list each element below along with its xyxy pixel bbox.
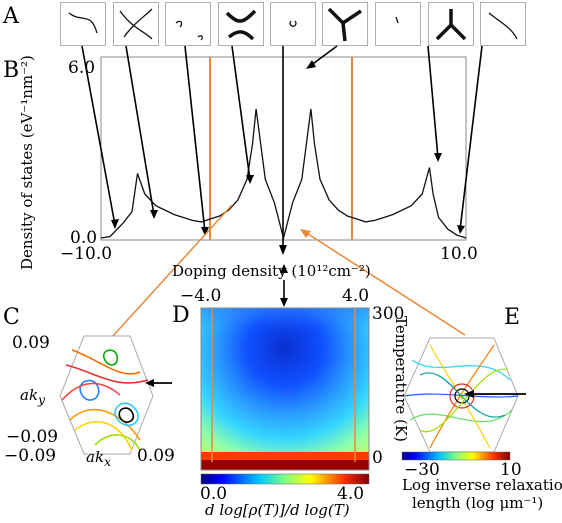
colorbar-d-right: 4.0 bbox=[337, 484, 365, 504]
c-xtick-left: −0.09 bbox=[4, 446, 57, 466]
fermi-contour-5 bbox=[270, 2, 316, 46]
panel-label-b: B bbox=[3, 58, 20, 83]
heatmap-ylabel: Temperature (K) bbox=[392, 316, 410, 442]
dos-ylabel: Density of states (eV⁻¹nm⁻²) bbox=[18, 55, 36, 270]
colorbar-e-right: 10 bbox=[500, 460, 522, 480]
arrow-heads bbox=[111, 60, 465, 255]
c-xtick-right: 0.09 bbox=[137, 446, 175, 466]
colorbar-e-label-2: length (log μm⁻¹) bbox=[412, 494, 544, 512]
colorbar-d-left: 0.0 bbox=[200, 484, 228, 504]
panel-label-d: D bbox=[172, 303, 190, 328]
c-ytick-top: 0.09 bbox=[12, 333, 50, 353]
thumbnail-arrows bbox=[81, 45, 483, 250]
panel-label-c: C bbox=[3, 305, 20, 330]
heatmap-image bbox=[201, 308, 369, 470]
fermi-contour-1 bbox=[60, 2, 106, 46]
fermi-contour-9 bbox=[480, 2, 526, 46]
c-ylabel: aky bbox=[20, 386, 46, 407]
c-ytick-bottom: −0.09 bbox=[6, 427, 59, 447]
dos-curve bbox=[100, 108, 467, 241]
dos-xtick-right: 10.0 bbox=[440, 244, 478, 264]
fermi-contour-2 bbox=[113, 2, 159, 46]
heatmap-ytick-bottom: 0 bbox=[372, 448, 383, 468]
dos-xtick-left: −10.0 bbox=[60, 244, 113, 264]
panel-label-e: E bbox=[504, 305, 521, 330]
colorbar-e-label-1: Log inverse relaxation bbox=[402, 476, 562, 494]
colorbar-d-label: d log[ρ(T)]/d log(T) bbox=[205, 501, 350, 519]
panel-c-contours bbox=[59, 335, 154, 455]
fermi-contour-8 bbox=[428, 2, 474, 46]
connector-to-e bbox=[304, 231, 466, 336]
c-xlabel: akx bbox=[86, 448, 112, 469]
heatmap-ytick-top: 300 bbox=[372, 304, 405, 324]
fermi-contour-4 bbox=[218, 2, 264, 46]
dos-ytick-top: 6.0 bbox=[68, 58, 96, 78]
connector-to-c bbox=[111, 204, 233, 338]
heatmap-xtick-left: −4.0 bbox=[180, 286, 222, 306]
fermi-contour-7 bbox=[375, 2, 421, 46]
fermi-contour-3 bbox=[165, 2, 211, 46]
dos-xlabel: Doping density (10¹²cm⁻²) bbox=[172, 262, 371, 280]
colorbar-e-left: −30 bbox=[404, 460, 440, 480]
heatmap-low-t-band bbox=[201, 452, 369, 462]
colorbar-d bbox=[200, 473, 370, 485]
fermi-contour-6 bbox=[322, 2, 368, 46]
panel-label-a: A bbox=[3, 4, 19, 29]
panel-e-contours bbox=[403, 337, 519, 453]
colorbar-e bbox=[401, 451, 511, 461]
heatmap-xtick-right: 4.0 bbox=[342, 286, 370, 306]
dos-ytick-bottom: 0.0 bbox=[70, 228, 98, 248]
